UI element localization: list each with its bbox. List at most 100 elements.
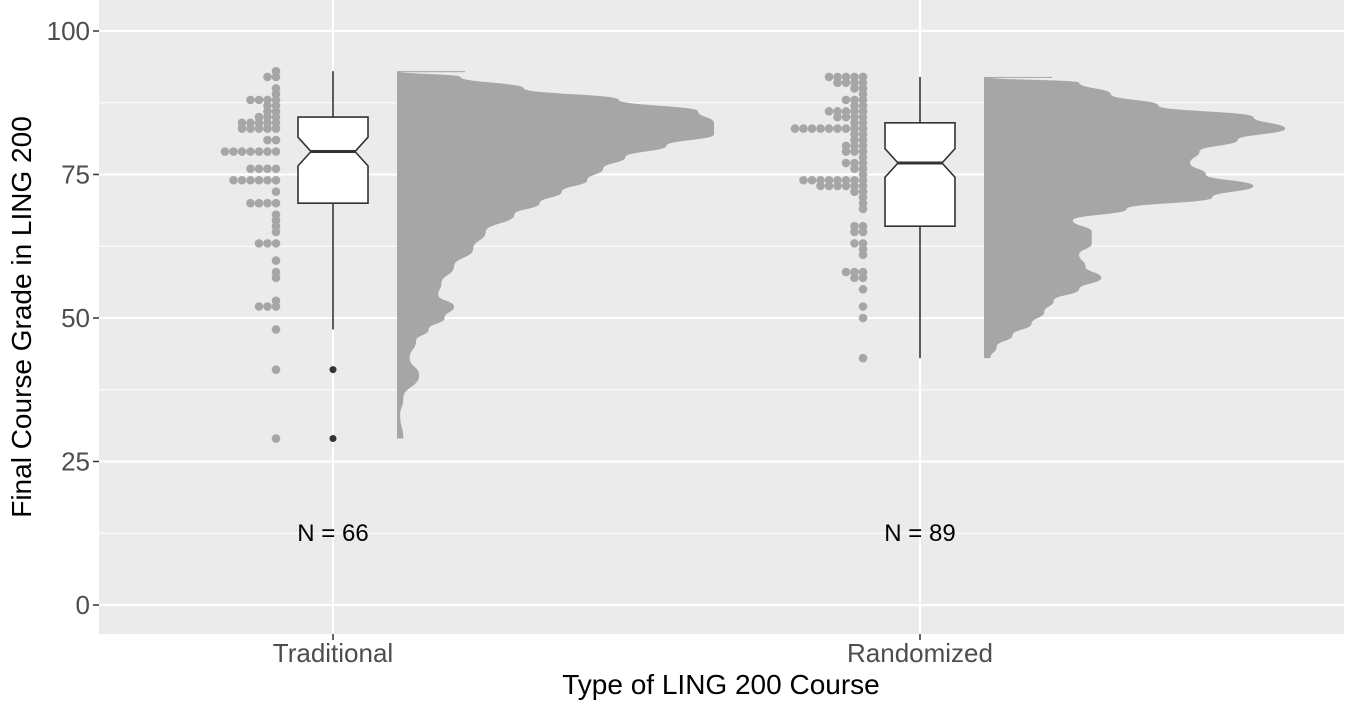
data-point	[271, 72, 281, 82]
data-point	[833, 78, 842, 87]
data-point	[858, 273, 868, 283]
data-point	[271, 365, 281, 374]
data-point	[254, 124, 264, 133]
data-point	[850, 84, 859, 93]
data-point	[841, 95, 851, 105]
notched-box	[884, 122, 956, 227]
data-point	[263, 239, 272, 248]
data-point	[246, 95, 255, 105]
y-tick-label: 100	[47, 16, 90, 46]
data-point	[850, 227, 859, 237]
y-axis-title: Final Course Grade in LING 200	[6, 116, 37, 518]
density-top	[984, 76, 1052, 78]
y-tick-label: 25	[61, 447, 90, 477]
data-point	[271, 135, 281, 145]
x-tick-label: Randomized	[847, 638, 993, 668]
data-point	[237, 175, 247, 185]
x-tick-labels: Traditional Randomized	[273, 634, 993, 668]
data-point	[246, 124, 255, 133]
data-point	[263, 135, 272, 145]
data-point	[271, 302, 281, 311]
notched-box	[297, 116, 369, 204]
data-point	[271, 239, 281, 248]
data-point	[858, 204, 868, 214]
outlier-point	[329, 435, 337, 443]
data-point	[246, 198, 255, 208]
data-point	[254, 164, 264, 174]
data-point	[841, 78, 851, 87]
outlier-point	[329, 366, 337, 374]
data-points	[220, 66, 868, 443]
n-label: N = 66	[297, 520, 368, 547]
data-point	[824, 181, 834, 191]
data-point	[263, 175, 272, 185]
data-point	[841, 112, 851, 122]
x-tick-label: Traditional	[273, 638, 393, 668]
data-point	[807, 124, 817, 133]
data-point	[271, 175, 281, 185]
data-point	[271, 325, 281, 334]
data-point	[841, 147, 851, 156]
data-point	[858, 250, 868, 260]
data-point	[246, 175, 255, 185]
data-point	[799, 175, 808, 185]
data-point	[254, 175, 264, 185]
data-point	[841, 124, 851, 133]
data-point	[833, 124, 842, 133]
data-point	[271, 164, 281, 174]
density-curve	[397, 71, 714, 439]
data-point	[271, 227, 281, 237]
data-point	[816, 181, 825, 191]
data-point	[833, 181, 842, 191]
data-point	[237, 147, 247, 156]
y-tick-label: 50	[61, 303, 90, 333]
density-top	[397, 71, 465, 73]
data-point	[254, 95, 264, 105]
data-point	[271, 434, 281, 443]
density-curves	[397, 71, 1286, 439]
n-labels: N = 66 N = 89	[297, 520, 955, 547]
data-point	[841, 181, 851, 191]
data-point	[824, 72, 834, 82]
data-point	[220, 147, 230, 156]
x-axis-title: Type of LING 200 Course	[562, 669, 880, 700]
y-tick-label: 75	[61, 160, 90, 190]
data-point	[271, 147, 281, 156]
data-point	[841, 158, 851, 168]
data-point	[271, 273, 281, 283]
data-point	[850, 164, 859, 174]
data-point	[824, 124, 834, 133]
data-point	[229, 175, 238, 185]
data-point	[858, 302, 868, 311]
data-point	[263, 72, 272, 82]
data-point	[858, 285, 868, 294]
data-point	[254, 302, 264, 311]
data-point	[833, 112, 842, 122]
data-point	[841, 267, 851, 277]
data-point	[246, 164, 255, 174]
y-tick-label: 0	[76, 590, 90, 620]
data-point	[858, 227, 868, 237]
data-point	[263, 164, 272, 174]
data-point	[246, 147, 255, 156]
data-point	[263, 302, 272, 311]
data-point	[263, 124, 272, 133]
data-point	[271, 187, 281, 197]
data-point	[816, 124, 825, 133]
data-point	[229, 147, 238, 156]
data-point	[254, 147, 264, 156]
data-point	[807, 175, 817, 185]
density-curve	[984, 76, 1286, 359]
data-point	[850, 147, 859, 156]
data-point	[790, 124, 800, 133]
data-point	[824, 107, 834, 116]
data-point	[799, 124, 808, 133]
data-point	[263, 198, 272, 208]
data-point	[263, 147, 272, 156]
data-point	[271, 256, 281, 265]
data-point	[254, 239, 264, 248]
data-point	[237, 124, 247, 133]
box-plots	[297, 71, 956, 443]
data-point	[271, 198, 281, 208]
